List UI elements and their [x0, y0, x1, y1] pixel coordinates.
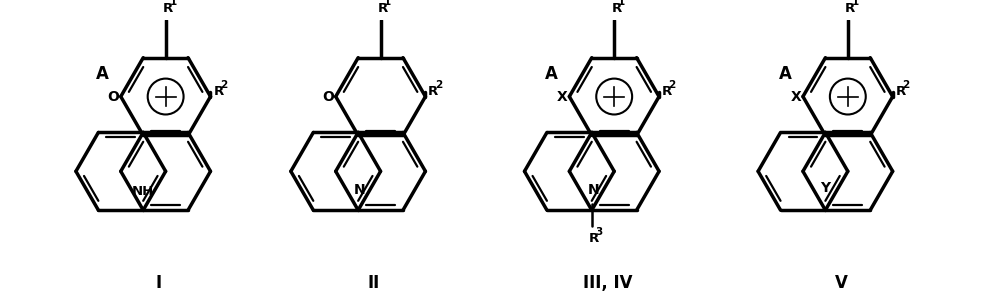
- Text: A: A: [779, 65, 791, 83]
- Text: 1: 1: [618, 0, 625, 7]
- Text: 2: 2: [668, 80, 676, 90]
- Text: V: V: [835, 275, 848, 292]
- Text: I: I: [156, 275, 162, 292]
- Text: A: A: [96, 65, 109, 83]
- Text: 2: 2: [902, 80, 909, 90]
- Text: R: R: [662, 85, 672, 98]
- Text: O: O: [322, 90, 334, 104]
- Text: NH: NH: [132, 185, 154, 199]
- Text: R: R: [895, 85, 906, 98]
- Text: R: R: [845, 2, 855, 15]
- Text: Y: Y: [820, 181, 830, 195]
- Text: 2: 2: [435, 80, 442, 90]
- Text: III, IV: III, IV: [583, 275, 632, 292]
- Text: 2: 2: [220, 80, 227, 90]
- Text: 3: 3: [596, 227, 603, 237]
- Text: O: O: [107, 90, 119, 104]
- Text: N: N: [354, 183, 366, 197]
- Text: R: R: [611, 2, 622, 15]
- Text: 1: 1: [384, 0, 392, 7]
- Text: 1: 1: [169, 0, 177, 7]
- Text: R: R: [428, 85, 438, 98]
- Text: R: R: [163, 2, 173, 15]
- Text: R: R: [378, 2, 388, 15]
- Text: A: A: [545, 65, 558, 83]
- Text: N: N: [588, 183, 599, 197]
- Text: X: X: [557, 90, 567, 104]
- Text: 1: 1: [852, 0, 859, 7]
- Text: R: R: [213, 85, 224, 98]
- Text: X: X: [790, 90, 801, 104]
- Text: II: II: [368, 275, 380, 292]
- Text: R: R: [589, 232, 599, 245]
